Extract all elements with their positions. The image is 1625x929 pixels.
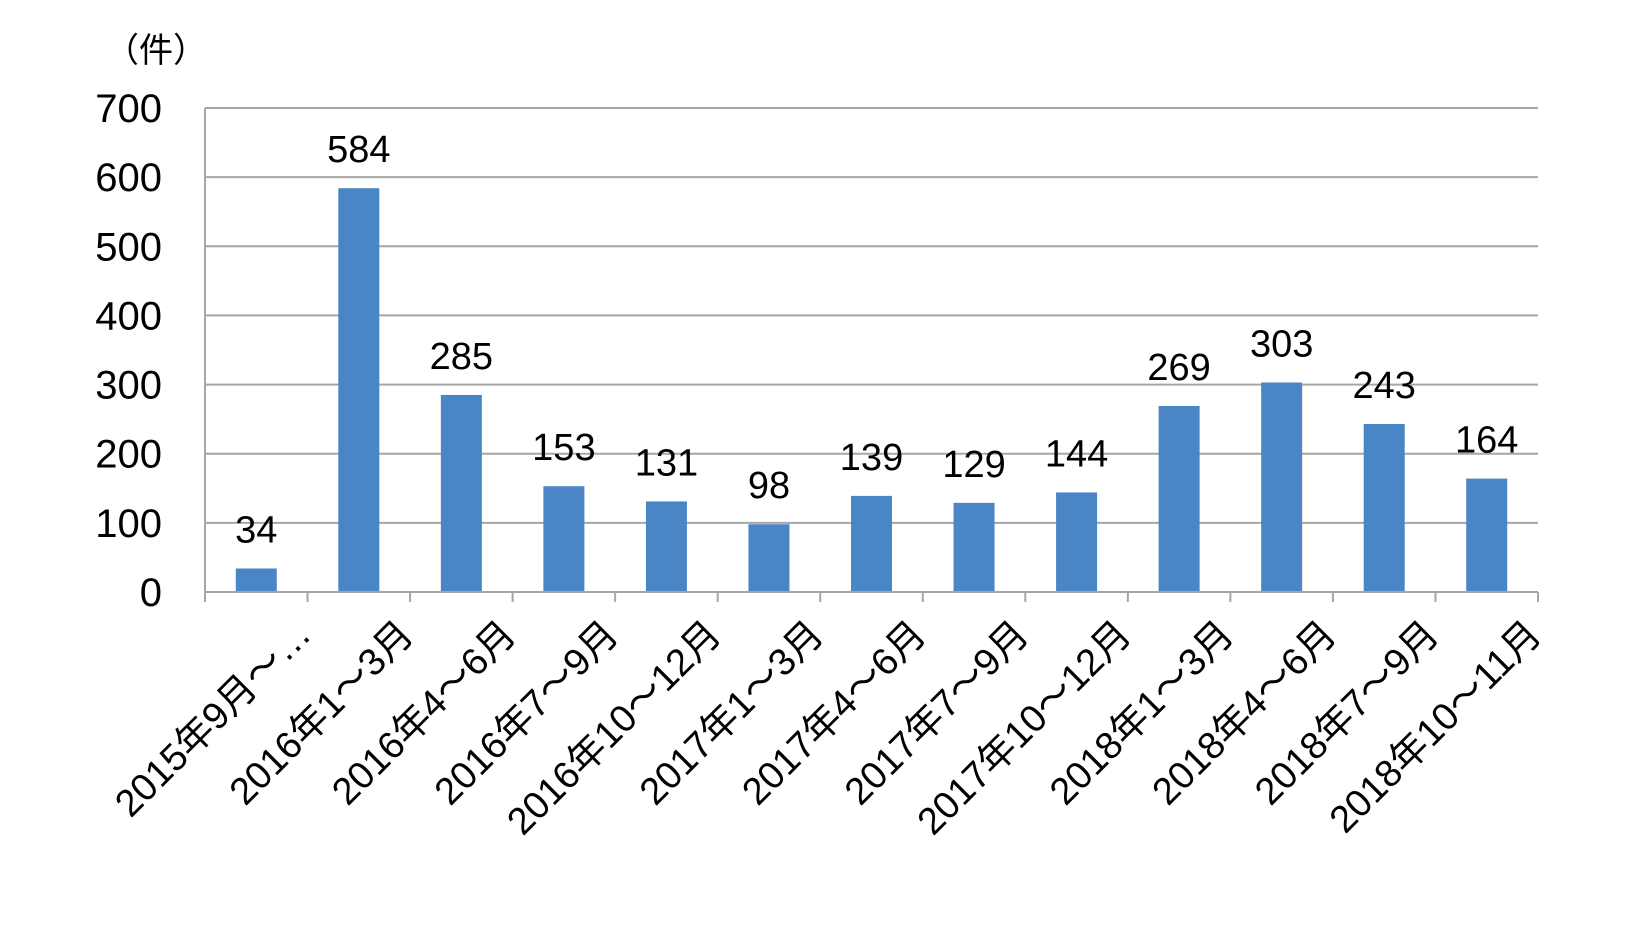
- data-label: 303: [1250, 323, 1313, 365]
- x-tick-label: 2016年4～6月: [324, 613, 524, 813]
- bar: [1466, 478, 1508, 592]
- x-tick-labels: 2015年9月～…2016年1～3月2016年4～6月2016年7～9月2016…: [107, 613, 1549, 843]
- bar: [235, 568, 277, 592]
- y-tick-label: 200: [95, 433, 162, 477]
- y-tick-label: 100: [95, 502, 162, 546]
- x-tick-label: 2016年7～9月: [427, 613, 627, 813]
- data-label: 269: [1147, 347, 1210, 389]
- data-label: 243: [1352, 365, 1415, 407]
- bar: [1363, 423, 1405, 592]
- y-tick-label: 500: [95, 225, 162, 269]
- y-tick-label: 600: [95, 156, 162, 200]
- y-axis-unit-label: （件）: [105, 31, 207, 71]
- bar: [1261, 382, 1303, 592]
- data-label: 98: [748, 465, 790, 507]
- bar: [645, 501, 687, 592]
- y-tick-label: 300: [95, 364, 162, 408]
- bar: [953, 502, 995, 592]
- gridlines: [205, 107, 1538, 524]
- bar: [440, 394, 482, 592]
- data-label: 139: [840, 437, 903, 479]
- bar: [1158, 406, 1200, 592]
- y-tick-label: 0: [140, 571, 162, 615]
- data-label: 131: [635, 442, 698, 484]
- data-label: 584: [327, 129, 390, 171]
- x-tick-label: 2017年1～3月: [632, 613, 832, 813]
- data-label: 144: [1045, 433, 1108, 475]
- axes: [204, 108, 1539, 602]
- y-tick-labels: 0 100 200 300 400 500 600 700: [95, 87, 162, 615]
- data-label: 129: [942, 444, 1005, 486]
- bars: [235, 188, 1508, 592]
- bar: [1056, 492, 1098, 592]
- data-label: 153: [532, 427, 595, 469]
- data-label: 285: [430, 336, 493, 378]
- bar: [850, 495, 893, 592]
- data-label: 34: [235, 509, 277, 551]
- x-tick-label: 2017年7～9月: [837, 613, 1037, 813]
- x-tick-label: 2018年4～6月: [1145, 613, 1345, 813]
- y-tick-label: 700: [95, 87, 162, 131]
- x-tick-label: 2018年1～3月: [1042, 613, 1242, 813]
- data-label: 164: [1455, 420, 1518, 462]
- y-tick-label: 400: [95, 294, 162, 338]
- bar: [543, 486, 585, 592]
- data-labels: 34 584 285 153 131 98 139 129 144 269 303 243 164: [235, 129, 1518, 551]
- bar: [748, 524, 790, 592]
- x-tick-label: 2016年1～3月: [222, 613, 422, 813]
- bar: [338, 188, 380, 592]
- x-tick-label: 2017年4～6月: [735, 613, 935, 813]
- x-tick-label: 2018年7～9月: [1247, 613, 1447, 813]
